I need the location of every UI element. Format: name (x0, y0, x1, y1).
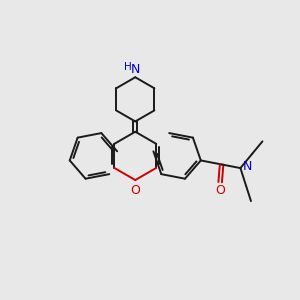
Text: O: O (130, 184, 140, 197)
Text: N: N (130, 63, 140, 76)
Text: N: N (242, 160, 252, 173)
Text: O: O (215, 184, 225, 197)
Text: H: H (124, 62, 132, 72)
